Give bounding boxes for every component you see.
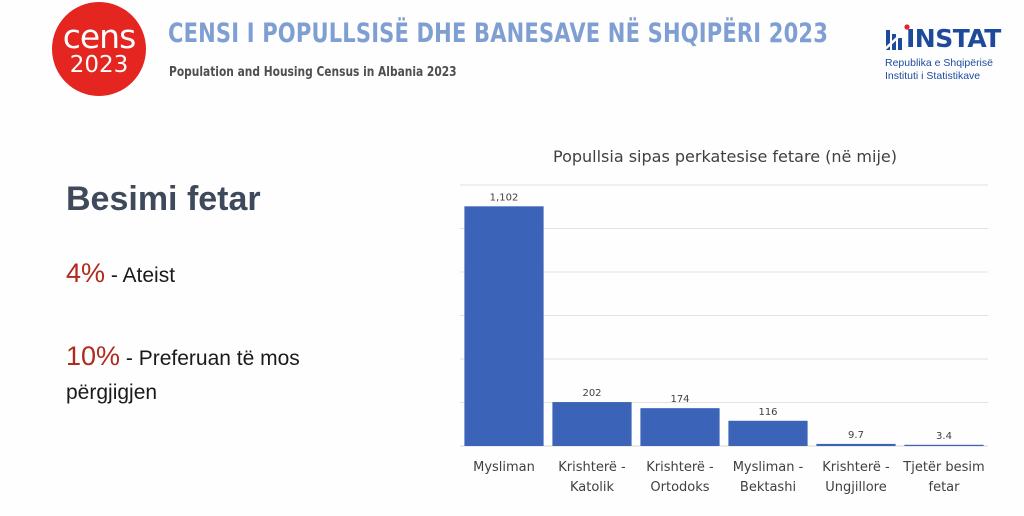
category-label-6: fetar [929,480,961,495]
category-label-5: Krishterë - [822,460,890,475]
data-label-2: 202 [582,388,601,399]
category-label-5: Ungjillore [825,480,886,495]
category-label-1: Mysliman [473,460,535,475]
category-label-4: Mysliman - [733,460,804,475]
instat-line2: Instituti i Statistikave [885,70,981,82]
bar-1 [464,206,544,446]
stat-atheist: 4% - Ateist [66,256,175,293]
section-heading: Besimi fetar [66,180,261,218]
bar-3 [640,408,720,446]
category-label-6: Tjetër besim [902,460,984,475]
chart-title: Popullsia sipas perkatesise fetare (në m… [552,147,897,166]
instat-wordmark: INSTAT [906,24,1001,53]
instat-mark-icon [884,24,910,51]
category-label-3: Krishterë - [646,460,714,475]
bar-4 [728,420,808,446]
data-label-4: 116 [758,407,777,418]
category-label-2: Krishterë - [558,460,626,475]
category-label-3: Ortodoks [650,480,709,495]
stat-no-answer-pct: 10% [66,341,121,371]
stat-no-answer-text: - Preferuan të mos përgjigjen [66,347,300,404]
stat-atheist-text: - Ateist [105,264,176,287]
category-label-4: Bektashi [740,480,796,495]
logo-line1: cens [62,16,137,56]
data-label-5: 9.7 [848,430,864,441]
data-label-6: 3.4 [936,431,952,442]
data-label-1: 1,102 [490,192,519,203]
page-subtitle: Population and Housing Census in Albania… [169,65,457,80]
page-title: CENSI I POPULLSISË DHE BANESAVE NË SHQIP… [168,18,829,49]
bar-chart: 1,102 Mysliman 202 Krishterë - Katolik 174 Kri… [460,184,988,495]
stat-atheist-pct: 4% [66,258,106,288]
data-label-3: 174 [670,394,689,405]
bar-2 [552,402,632,446]
category-label-2: Katolik [570,480,615,495]
instat-line1: Republika e Shqipërisë [885,57,993,69]
cens-logo: cens 2023 [52,2,146,96]
bar-5 [816,443,896,446]
bar-6 [904,444,984,446]
stat-no-answer: 10% - Preferuan të mos përgjigjen [66,339,326,410]
logo-line2: 2023 [69,51,129,78]
